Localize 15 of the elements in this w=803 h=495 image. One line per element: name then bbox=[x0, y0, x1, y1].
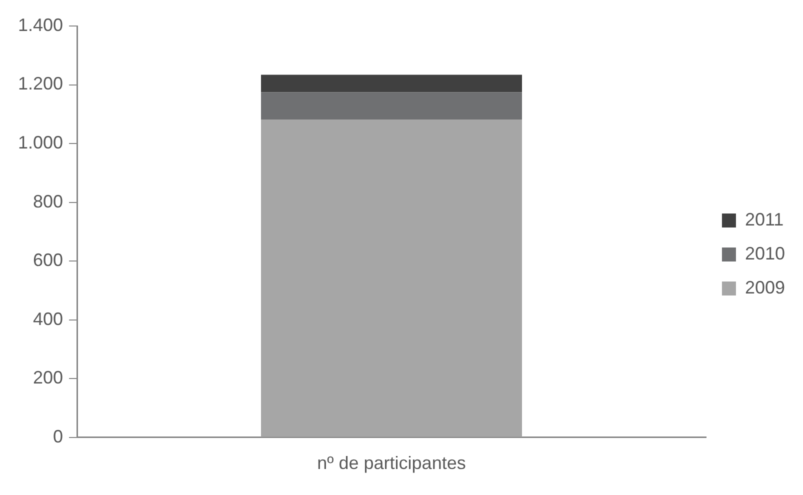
bar bbox=[261, 92, 522, 120]
y-tick-label: 0 bbox=[53, 426, 64, 446]
y-tick-label: 1.400 bbox=[18, 14, 64, 35]
legend-label: 2009 bbox=[744, 277, 786, 298]
bar bbox=[261, 119, 522, 437]
y-tick-label: 600 bbox=[32, 250, 64, 270]
y-tick-label: 200 bbox=[32, 368, 64, 388]
y-tick-label: 800 bbox=[32, 191, 64, 212]
legend-label: 2010 bbox=[744, 243, 786, 264]
y-tick-label: 1.200 bbox=[18, 74, 64, 94]
bar bbox=[261, 74, 522, 92]
y-tick-label: 400 bbox=[32, 308, 64, 329]
y-tick-label: 1.000 bbox=[18, 132, 64, 153]
x-tick-label: nº de participantes bbox=[317, 453, 466, 474]
legend-label: 2011 bbox=[744, 209, 784, 230]
